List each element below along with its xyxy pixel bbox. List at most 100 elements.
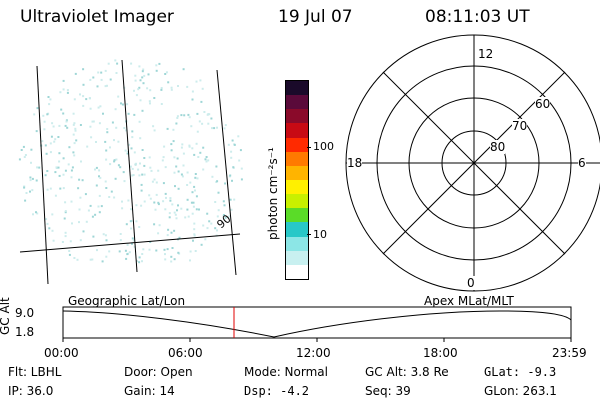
emission-dot bbox=[61, 241, 64, 243]
emission-dot bbox=[231, 139, 234, 142]
emission-dot bbox=[157, 203, 160, 206]
emission-dot bbox=[141, 149, 144, 151]
emission-dot bbox=[177, 251, 180, 254]
emission-dot bbox=[142, 248, 145, 251]
emission-dot bbox=[195, 142, 198, 145]
emission-dot bbox=[98, 175, 100, 178]
emission-dot bbox=[123, 180, 126, 183]
emission-dot bbox=[127, 112, 130, 115]
emission-dot bbox=[233, 198, 236, 201]
emission-dot bbox=[99, 105, 102, 108]
emission-dot bbox=[169, 197, 172, 200]
emission-dot bbox=[44, 144, 47, 147]
x-tick-1800: 18:00 bbox=[423, 346, 458, 360]
emission-dot bbox=[29, 179, 32, 182]
emission-dot bbox=[98, 169, 101, 172]
emission-dot bbox=[149, 102, 151, 105]
emission-dot bbox=[143, 173, 146, 176]
emission-dot bbox=[164, 208, 167, 211]
emission-dot bbox=[148, 156, 151, 159]
colorbar-segment bbox=[286, 123, 308, 138]
emission-dot bbox=[58, 124, 61, 127]
emission-dot bbox=[138, 86, 141, 89]
emission-dot bbox=[104, 69, 107, 72]
emission-dot bbox=[117, 95, 120, 98]
emission-dot bbox=[89, 78, 92, 81]
emission-dot bbox=[164, 258, 167, 261]
emission-dot bbox=[170, 86, 173, 89]
emission-dot bbox=[100, 71, 103, 74]
emission-dot bbox=[140, 189, 143, 192]
status-gain: Gain: 14 bbox=[124, 384, 175, 398]
emission-dot bbox=[172, 128, 175, 131]
emission-dot bbox=[186, 171, 189, 174]
emission-dot bbox=[230, 150, 233, 153]
emission-dot bbox=[180, 146, 183, 149]
emission-dot bbox=[222, 200, 225, 203]
emission-dot bbox=[189, 250, 192, 253]
emission-dot bbox=[170, 255, 173, 258]
emission-dot bbox=[94, 168, 96, 171]
emission-dot bbox=[217, 209, 220, 212]
emission-dot bbox=[47, 96, 50, 98]
emission-dot bbox=[119, 239, 122, 242]
emission-dot bbox=[194, 176, 197, 179]
emission-dot bbox=[160, 88, 163, 91]
emission-dot bbox=[224, 216, 227, 219]
emission-dot bbox=[138, 65, 141, 68]
emission-dot bbox=[57, 136, 60, 138]
emission-dot bbox=[124, 149, 127, 152]
emission-dot bbox=[148, 194, 151, 197]
emission-dot bbox=[149, 166, 152, 169]
emission-dot bbox=[97, 71, 100, 74]
emission-dot bbox=[204, 238, 207, 241]
colorbar-segment bbox=[286, 264, 308, 279]
emission-dot bbox=[204, 158, 207, 161]
emission-dot bbox=[79, 196, 82, 199]
emission-dot bbox=[117, 164, 120, 167]
y-tick-9: 9.0 bbox=[15, 306, 35, 320]
emission-dot bbox=[99, 176, 102, 179]
emission-dot bbox=[77, 187, 80, 190]
emission-dot bbox=[127, 199, 130, 202]
emission-dot bbox=[105, 255, 108, 258]
emission-dot bbox=[97, 106, 100, 109]
colorbar-segment bbox=[286, 179, 308, 195]
emission-dot bbox=[173, 211, 176, 214]
status-filter: Flt: LBHL bbox=[8, 365, 62, 379]
emission-dot bbox=[79, 93, 81, 96]
emission-dot bbox=[188, 145, 191, 148]
emission-dot bbox=[155, 249, 158, 252]
emission-dot bbox=[130, 227, 133, 230]
emission-dot bbox=[190, 125, 193, 128]
emission-dot bbox=[73, 142, 76, 145]
emission-dot bbox=[155, 193, 158, 196]
emission-dot bbox=[82, 83, 85, 86]
emission-dot bbox=[71, 166, 74, 169]
emission-dot bbox=[166, 234, 169, 237]
emission-dot bbox=[114, 108, 117, 111]
emission-dot bbox=[141, 173, 144, 176]
emission-dot bbox=[164, 166, 167, 169]
emission-dot bbox=[125, 257, 128, 260]
emission-dot bbox=[133, 113, 136, 116]
emission-dot bbox=[64, 235, 67, 238]
emission-dot bbox=[180, 114, 183, 117]
emission-dot bbox=[171, 203, 174, 206]
emission-dot bbox=[49, 151, 52, 154]
emission-dot bbox=[87, 209, 90, 212]
emission-dot bbox=[108, 250, 111, 253]
emission-dot bbox=[78, 208, 81, 211]
colorbar-segment bbox=[286, 95, 308, 110]
emission-dot bbox=[119, 233, 122, 235]
emission-dot bbox=[116, 62, 119, 65]
emission-dot bbox=[84, 193, 87, 196]
emission-dot bbox=[148, 100, 151, 103]
emission-dot bbox=[143, 200, 146, 203]
emission-dot bbox=[32, 213, 34, 216]
colorbar-segment bbox=[286, 236, 308, 251]
emission-dot bbox=[170, 143, 173, 146]
emission-dot bbox=[195, 195, 198, 198]
emission-dot bbox=[73, 154, 76, 157]
